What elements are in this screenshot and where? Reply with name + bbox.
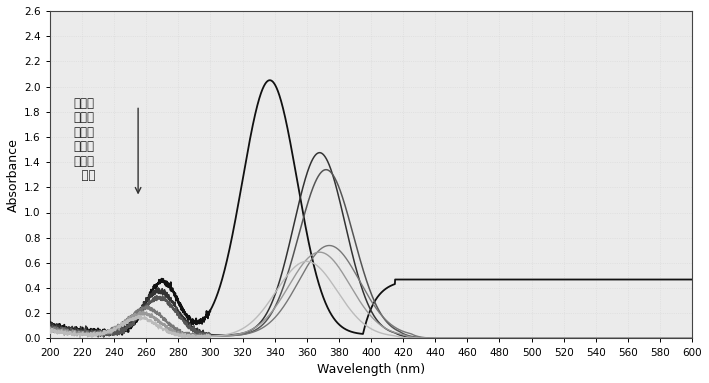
Text: 杨梅素: 杨梅素 <box>74 140 95 153</box>
Y-axis label: Absorbance: Absorbance <box>7 138 20 212</box>
X-axis label: Wavelength (nm): Wavelength (nm) <box>317 363 425 376</box>
Text: 椰皮素: 椰皮素 <box>74 126 95 139</box>
Text: 芊菜素: 芊菜素 <box>74 97 95 110</box>
Text: 芊丁: 芊丁 <box>74 169 95 182</box>
Text: 山柰酥: 山柰酥 <box>74 111 95 124</box>
Text: 杨梅苷: 杨梅苷 <box>74 155 95 167</box>
